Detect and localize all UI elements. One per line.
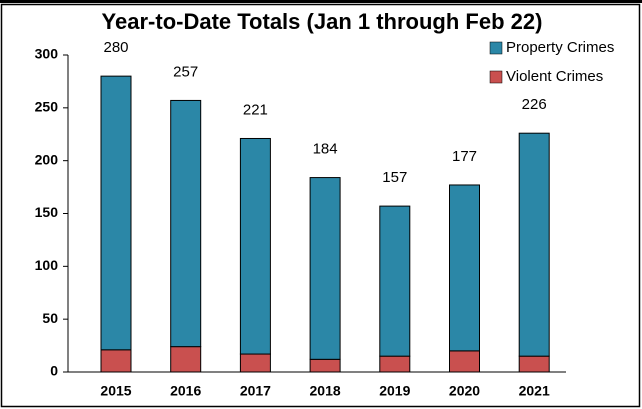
x-tick-label: 2016 xyxy=(170,383,201,399)
bar-segment xyxy=(449,350,480,373)
legend-swatch xyxy=(489,41,503,55)
y-tick-label: 50 xyxy=(42,310,58,326)
bar-segment xyxy=(239,353,271,373)
y-tick-label: 100 xyxy=(35,257,59,273)
y-tick-label: 250 xyxy=(35,99,59,115)
chart-frame xyxy=(0,3,641,408)
bar-segment xyxy=(170,99,202,348)
x-tick-label: 2019 xyxy=(379,383,410,399)
legend-swatch xyxy=(489,70,503,84)
total-label: 226 xyxy=(522,96,547,113)
x-tick-label: 2020 xyxy=(449,383,480,399)
bar-segment xyxy=(100,75,132,351)
legend-label: Violent Crimes xyxy=(506,68,603,85)
total-label: 257 xyxy=(173,63,198,80)
bar-segment xyxy=(239,137,271,355)
total-label: 221 xyxy=(243,101,268,118)
bar-segment xyxy=(100,349,132,373)
bar-segment xyxy=(170,346,202,373)
bar-segment xyxy=(379,205,411,357)
x-tick-label: 2018 xyxy=(310,383,341,399)
total-label: 157 xyxy=(382,169,407,186)
x-tick-label: 2015 xyxy=(100,383,131,399)
x-tick-label: 2017 xyxy=(240,383,271,399)
y-tick-label: 200 xyxy=(35,151,59,167)
total-label: 184 xyxy=(313,141,338,158)
chart-title: Year-to-Date Totals (Jan 1 through Feb 2… xyxy=(102,9,543,34)
bar-segment xyxy=(518,132,550,357)
y-tick-label: 150 xyxy=(35,204,59,220)
bar-segment xyxy=(449,184,480,352)
bar-segment xyxy=(518,355,550,373)
bar-segment xyxy=(309,358,341,373)
bar-segment xyxy=(379,355,411,373)
total-label: 280 xyxy=(103,39,128,56)
legend-label: Property Crimes xyxy=(506,39,614,56)
y-tick-label: 300 xyxy=(35,46,59,62)
bar-segment xyxy=(309,177,341,360)
x-tick-label: 2021 xyxy=(519,383,550,399)
total-label: 177 xyxy=(452,148,477,165)
y-tick-label: 0 xyxy=(50,363,58,379)
